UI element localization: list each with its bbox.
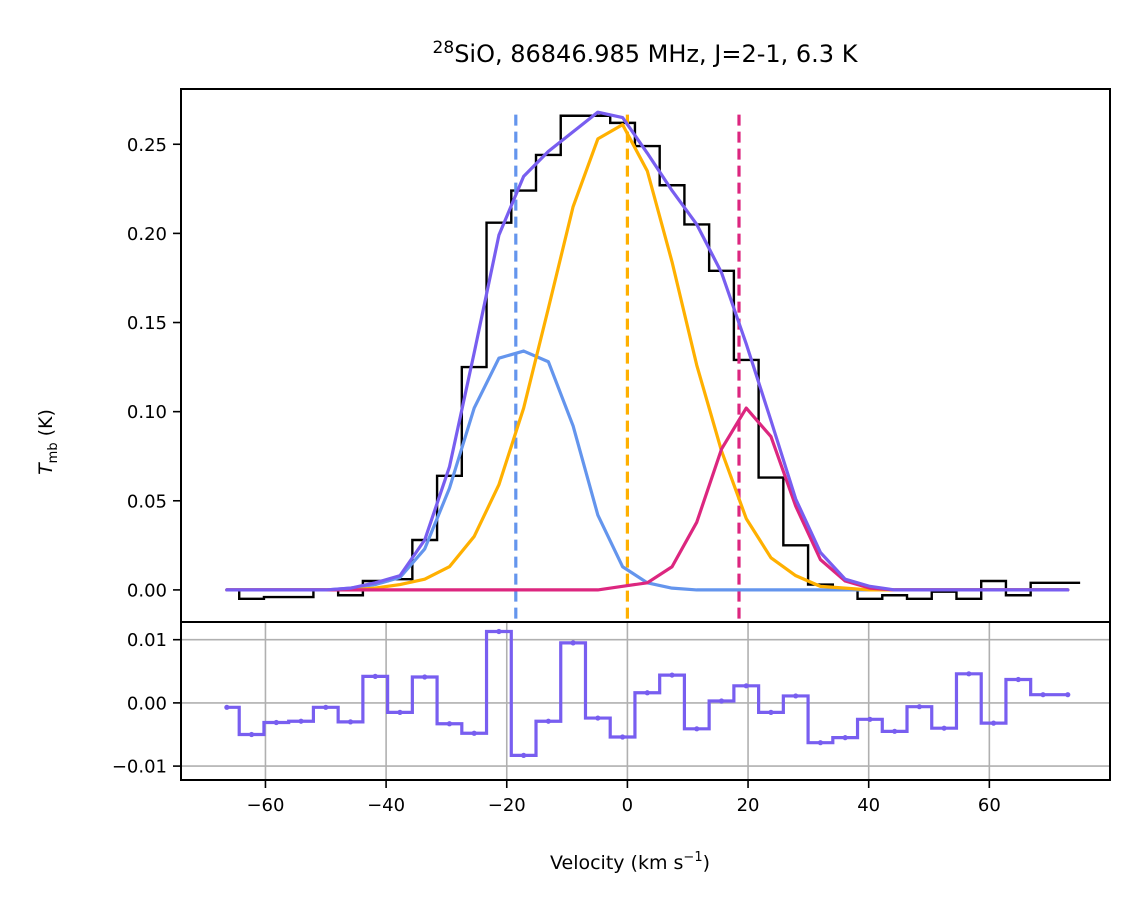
residual-point — [1015, 676, 1021, 683]
residual-point — [619, 734, 626, 740]
y-tick-label: 0.10 — [127, 402, 167, 423]
y-axis-label: Tmb (K) — [35, 409, 61, 475]
residual-point — [694, 726, 700, 732]
residual-point — [768, 709, 774, 715]
y-tick-label: 0.00 — [127, 693, 167, 714]
residual-point — [570, 640, 576, 646]
x-axis-label-close: ) — [703, 852, 710, 874]
residual-point — [644, 690, 650, 696]
x-axis-label-text: Velocity (km s — [550, 852, 683, 874]
residual-panel: −0.01 0.00 0.01 −60 −40 −20 0 20 40 60 — [112, 621, 1111, 816]
residual-point — [298, 718, 304, 724]
residual-point — [817, 740, 824, 746]
y-tick-label: 0.25 — [127, 135, 167, 156]
residual-point — [966, 671, 972, 677]
residual-point — [446, 721, 453, 727]
residual-point — [372, 673, 378, 679]
residual-point — [842, 735, 848, 741]
x-tick-label: −20 — [488, 795, 526, 816]
residual-point — [1040, 692, 1046, 698]
y-axis-label-subscript: mb — [46, 442, 61, 463]
y-tick-label: 0.01 — [127, 630, 167, 651]
residual-point — [224, 704, 230, 710]
residual-point — [669, 672, 675, 678]
residual-point — [941, 725, 947, 731]
x-tick-label: 0 — [622, 795, 633, 816]
spectrum-panel: 0.00 0.05 0.10 0.15 0.20 0.25 — [127, 88, 1111, 623]
observed-spectrum-step — [226, 114, 1081, 601]
residual-point — [323, 704, 329, 710]
residual-point — [521, 752, 527, 758]
residual-point — [916, 704, 922, 710]
x-tick-label: 40 — [857, 795, 880, 816]
residual-point — [1065, 692, 1071, 698]
residual-point — [793, 693, 799, 699]
x-tick-label: 20 — [737, 795, 760, 816]
x-axis-label: Velocity (km s−1) — [550, 850, 710, 874]
residual-point — [990, 720, 997, 726]
y-tick-label: 0.15 — [127, 313, 167, 334]
residual-point — [347, 719, 354, 725]
chart-title-isotope: 28 — [433, 38, 455, 58]
residual-panel-frame — [180, 621, 1111, 781]
residual-point — [397, 709, 403, 715]
x-tick-label: 60 — [978, 795, 1001, 816]
residual-point — [718, 698, 725, 704]
residual-point — [892, 728, 898, 734]
residual-point — [273, 719, 279, 726]
spectrum-plot-area — [225, 110, 1081, 619]
y-axis-label-symbol: T — [35, 462, 57, 475]
residual-point — [595, 715, 601, 721]
residual-x-ticks: −60 −40 −20 0 20 40 60 — [246, 780, 1001, 816]
y-axis-label-unit: (K) — [35, 409, 57, 442]
residual-step-line — [226, 629, 1068, 757]
residual-point — [248, 731, 255, 738]
y-tick-label: 0.05 — [127, 491, 167, 512]
chart-title: 28SiO, 86846.985 MHz, J=2-1, 6.3 K — [433, 38, 859, 68]
spectrum-y-ticks: 0.00 0.05 0.10 0.15 0.20 0.25 — [127, 135, 181, 601]
residual-plot-area — [224, 628, 1071, 758]
residual-y-ticks: −0.01 0.00 0.01 — [112, 630, 181, 778]
residual-point — [496, 628, 502, 635]
series-line-total-fit — [225, 110, 1070, 592]
y-tick-label: −0.01 — [112, 757, 167, 778]
residual-point — [471, 730, 477, 736]
y-tick-label: 0.20 — [127, 224, 167, 245]
residual-point — [867, 716, 873, 722]
residual-point — [422, 674, 428, 680]
residual-point — [743, 683, 749, 689]
chart-title-text: SiO, 86846.985 MHz, J=2-1, 6.3 K — [454, 40, 859, 68]
x-axis-label-exponent: −1 — [683, 850, 702, 865]
residual-point — [545, 718, 551, 724]
x-tick-label: −60 — [246, 795, 284, 816]
y-tick-label: 0.00 — [127, 580, 167, 601]
x-tick-label: −40 — [367, 795, 405, 816]
